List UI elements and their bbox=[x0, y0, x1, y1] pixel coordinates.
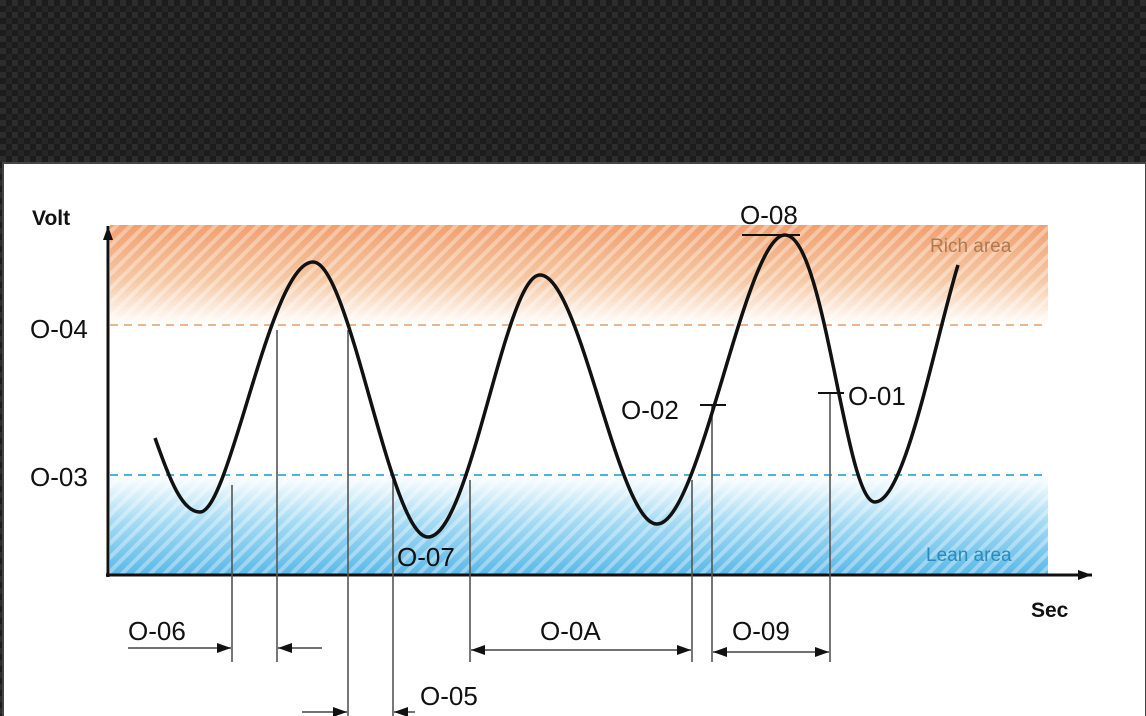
rising-mark-label: O-02 bbox=[621, 395, 679, 425]
upper-level-label: O-04 bbox=[30, 314, 88, 344]
rich-area bbox=[110, 225, 1048, 325]
voltage-waveform bbox=[153, 233, 960, 539]
falling-mark-label: O-01 bbox=[848, 381, 906, 411]
dimension-lines bbox=[128, 643, 829, 716]
rich-area-label: Rich area bbox=[930, 236, 1012, 257]
rich-to-lean-label: O-09 bbox=[732, 616, 790, 646]
y-axis-label: Volt bbox=[32, 207, 70, 230]
guide-lines bbox=[231, 330, 831, 716]
lean-area-label: Lean area bbox=[926, 545, 1012, 566]
peak-label: O-08 bbox=[740, 200, 798, 230]
lean-area bbox=[110, 475, 1048, 575]
trough-label: O-07 bbox=[397, 542, 455, 572]
x-axis-label: Sec bbox=[1031, 599, 1069, 622]
fall-time-label: O-05 bbox=[420, 681, 478, 711]
rise-time-label: O-06 bbox=[128, 616, 186, 646]
lean-to-rich-label: O-0A bbox=[540, 616, 601, 646]
lower-level-label: O-03 bbox=[30, 462, 88, 492]
